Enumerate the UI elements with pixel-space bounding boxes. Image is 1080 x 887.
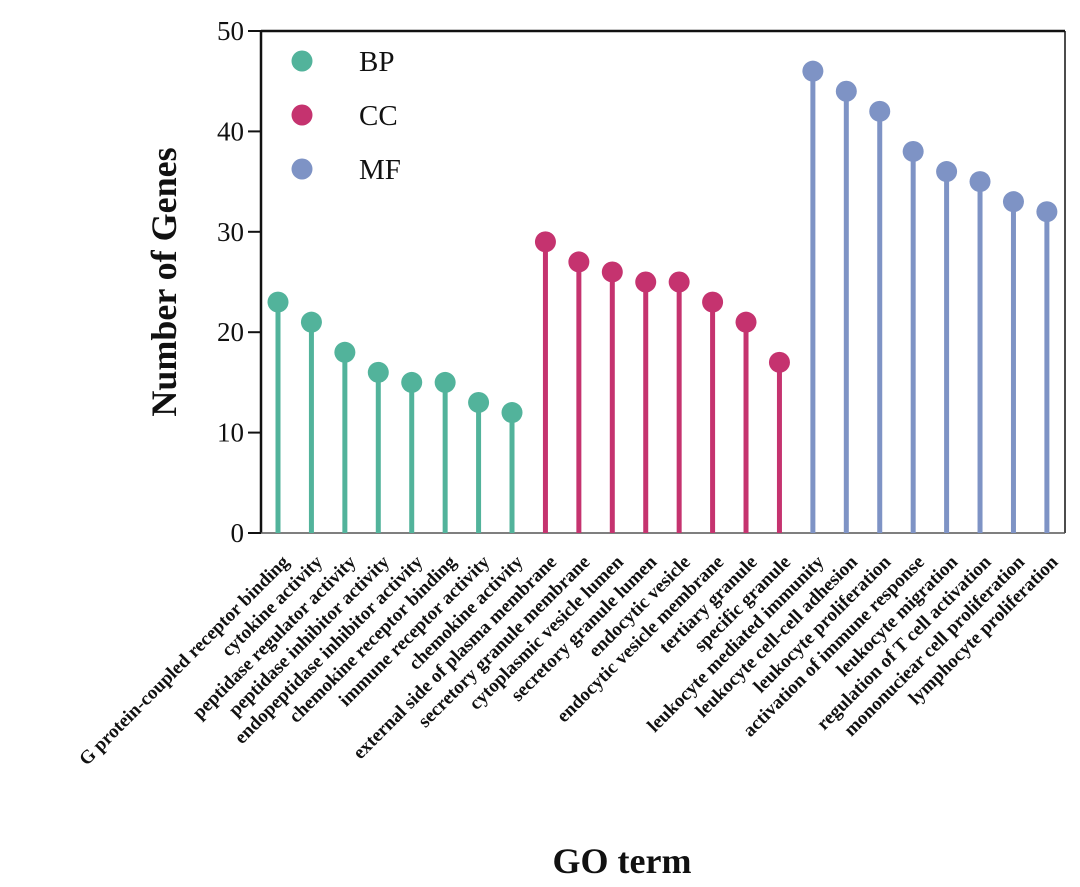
legend-marker-cc xyxy=(291,104,313,126)
lollipop-point xyxy=(802,60,824,82)
lollipop-point xyxy=(334,341,356,363)
lollipop-point xyxy=(969,171,991,193)
lollipop-point xyxy=(267,291,289,313)
legend-marker-mf xyxy=(291,158,313,180)
lollipop-point xyxy=(501,402,523,424)
y-axis-title: Number of Genes xyxy=(144,147,184,416)
lollipop-point xyxy=(635,271,657,293)
lollipop-point xyxy=(1036,201,1058,223)
lollipop-point xyxy=(668,271,690,293)
legend-marker-bp xyxy=(291,50,313,72)
lollipop-point xyxy=(401,371,423,393)
y-tick-label: 30 xyxy=(217,217,244,247)
legend-label-bp: BP xyxy=(359,46,394,78)
legend: BP CC MF xyxy=(291,46,401,186)
y-tick-label: 20 xyxy=(217,317,244,347)
lollipop-point xyxy=(1002,191,1024,213)
lollipop-point xyxy=(702,291,724,313)
lollipop-point xyxy=(300,311,322,333)
lollipop-point xyxy=(434,371,456,393)
lollipop-point xyxy=(468,391,490,413)
lollipop-point xyxy=(902,140,924,162)
x-axis-title: GO term xyxy=(553,841,692,881)
legend-label-mf: MF xyxy=(359,154,401,186)
y-tick-label: 40 xyxy=(217,116,244,146)
lollipop-point xyxy=(835,80,857,102)
legend-label-cc: CC xyxy=(359,100,398,132)
lollipop-point xyxy=(869,100,891,122)
stems xyxy=(267,60,1058,533)
lollipop-point xyxy=(735,311,757,333)
category-labels: G protein-coupled receptor bindingcytoki… xyxy=(75,551,1062,770)
lollipop-point xyxy=(367,361,389,383)
lollipop-point xyxy=(534,231,556,253)
lollipop-point xyxy=(568,251,590,273)
lollipop-point xyxy=(601,261,623,283)
axes: 0 10 20 30 40 50 xyxy=(217,16,1066,548)
y-tick-label: 0 xyxy=(231,518,245,548)
y-tick-label: 50 xyxy=(217,16,244,46)
lollipop-point xyxy=(768,351,790,373)
y-tick-label: 10 xyxy=(217,418,244,448)
lollipop-point xyxy=(936,161,958,183)
